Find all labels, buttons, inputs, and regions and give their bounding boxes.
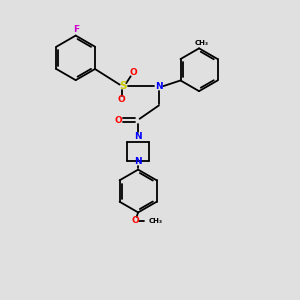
Text: CH₃: CH₃ xyxy=(148,218,162,224)
Text: CH₃: CH₃ xyxy=(195,40,209,46)
Text: F: F xyxy=(73,25,79,34)
Text: N: N xyxy=(155,82,163,91)
Text: O: O xyxy=(115,116,123,125)
Text: O: O xyxy=(118,95,126,104)
Text: O: O xyxy=(130,68,137,77)
Text: N: N xyxy=(134,132,142,141)
Text: O: O xyxy=(132,216,140,225)
Text: S: S xyxy=(119,81,127,91)
Text: N: N xyxy=(134,157,142,166)
